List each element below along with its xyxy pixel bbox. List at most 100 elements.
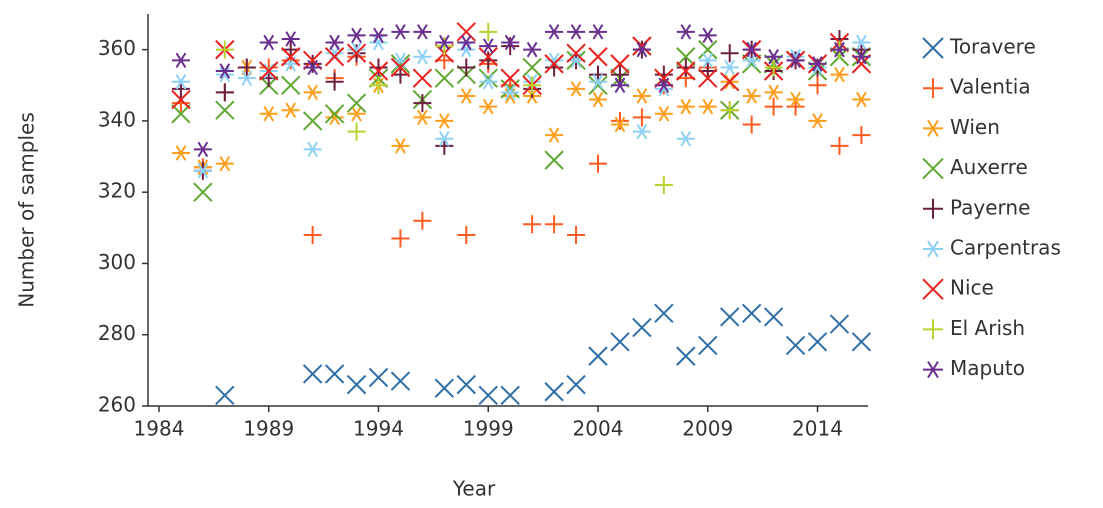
y-axis-label: Number of samples bbox=[15, 112, 39, 307]
marker bbox=[851, 332, 872, 352]
marker bbox=[302, 50, 323, 71]
marker bbox=[567, 24, 586, 40]
marker bbox=[215, 100, 235, 120]
marker bbox=[808, 113, 827, 129]
legend-marker bbox=[923, 198, 943, 219]
marker bbox=[171, 104, 191, 124]
legend-marker bbox=[922, 37, 944, 59]
legend-label: Carpentras bbox=[950, 236, 1061, 260]
legend-marker bbox=[923, 240, 943, 258]
legend-label: Valentia bbox=[950, 75, 1031, 99]
marker bbox=[676, 24, 695, 40]
marker bbox=[654, 68, 674, 88]
marker bbox=[720, 101, 739, 120]
marker bbox=[456, 22, 477, 42]
marker bbox=[457, 88, 476, 104]
marker bbox=[522, 57, 542, 78]
marker bbox=[720, 59, 739, 76]
marker bbox=[632, 123, 651, 140]
marker bbox=[852, 126, 871, 145]
marker bbox=[742, 41, 761, 58]
marker bbox=[786, 91, 805, 108]
marker bbox=[830, 136, 849, 155]
marker bbox=[742, 88, 761, 104]
marker bbox=[302, 111, 323, 131]
marker bbox=[852, 34, 871, 51]
legend-marker bbox=[922, 157, 944, 180]
marker bbox=[346, 374, 367, 395]
marker bbox=[589, 24, 607, 40]
x-tick-label: 2014 bbox=[792, 417, 843, 441]
marker bbox=[588, 47, 608, 67]
marker bbox=[544, 54, 564, 74]
marker bbox=[413, 94, 432, 113]
marker bbox=[741, 54, 762, 74]
marker bbox=[654, 106, 673, 122]
marker bbox=[215, 385, 235, 406]
y-tick-label: 280 bbox=[98, 321, 136, 345]
marker bbox=[610, 111, 629, 130]
marker bbox=[830, 66, 849, 83]
marker bbox=[545, 215, 564, 234]
x-tick-label: 1999 bbox=[463, 417, 514, 441]
marker bbox=[545, 127, 564, 143]
marker bbox=[325, 72, 344, 91]
marker bbox=[237, 58, 256, 77]
marker bbox=[368, 61, 389, 81]
marker bbox=[215, 155, 234, 172]
marker bbox=[280, 75, 301, 95]
marker bbox=[368, 367, 389, 388]
marker bbox=[763, 307, 784, 327]
marker bbox=[632, 41, 651, 58]
marker bbox=[391, 24, 410, 40]
marker bbox=[566, 43, 586, 63]
marker bbox=[829, 314, 850, 334]
legend-label: El Arish bbox=[950, 316, 1025, 340]
marker bbox=[435, 34, 454, 51]
x-tick-label: 2004 bbox=[573, 417, 624, 441]
marker bbox=[654, 65, 673, 84]
marker bbox=[259, 34, 278, 51]
marker bbox=[193, 141, 212, 158]
marker bbox=[412, 68, 433, 88]
marker bbox=[654, 77, 673, 94]
legend-marker bbox=[923, 119, 943, 137]
marker bbox=[632, 36, 652, 56]
marker bbox=[719, 72, 740, 92]
legend-label: Auxerre bbox=[950, 155, 1028, 179]
marker bbox=[654, 176, 673, 195]
marker bbox=[523, 76, 542, 95]
x-tick-label: 1989 bbox=[243, 417, 294, 441]
marker bbox=[742, 115, 761, 134]
marker bbox=[259, 61, 279, 81]
marker bbox=[303, 84, 322, 101]
marker bbox=[808, 56, 827, 72]
marker bbox=[479, 51, 498, 70]
marker bbox=[610, 116, 629, 133]
marker bbox=[632, 108, 651, 127]
marker bbox=[808, 59, 827, 76]
marker bbox=[391, 229, 410, 248]
marker bbox=[610, 65, 629, 84]
marker bbox=[501, 84, 520, 101]
marker bbox=[434, 68, 455, 88]
marker bbox=[545, 52, 564, 69]
marker bbox=[302, 364, 323, 384]
marker bbox=[852, 49, 871, 65]
marker bbox=[698, 335, 718, 356]
x-axis-label: Year bbox=[452, 477, 496, 501]
marker bbox=[413, 211, 432, 230]
marker bbox=[281, 31, 300, 47]
marker bbox=[501, 34, 520, 51]
marker bbox=[544, 382, 564, 402]
marker bbox=[523, 41, 542, 58]
marker bbox=[215, 63, 234, 79]
marker bbox=[303, 225, 322, 244]
marker bbox=[237, 70, 256, 86]
marker bbox=[545, 24, 564, 40]
marker bbox=[479, 38, 498, 54]
marker bbox=[347, 122, 366, 141]
marker bbox=[478, 68, 498, 88]
marker bbox=[435, 130, 454, 147]
